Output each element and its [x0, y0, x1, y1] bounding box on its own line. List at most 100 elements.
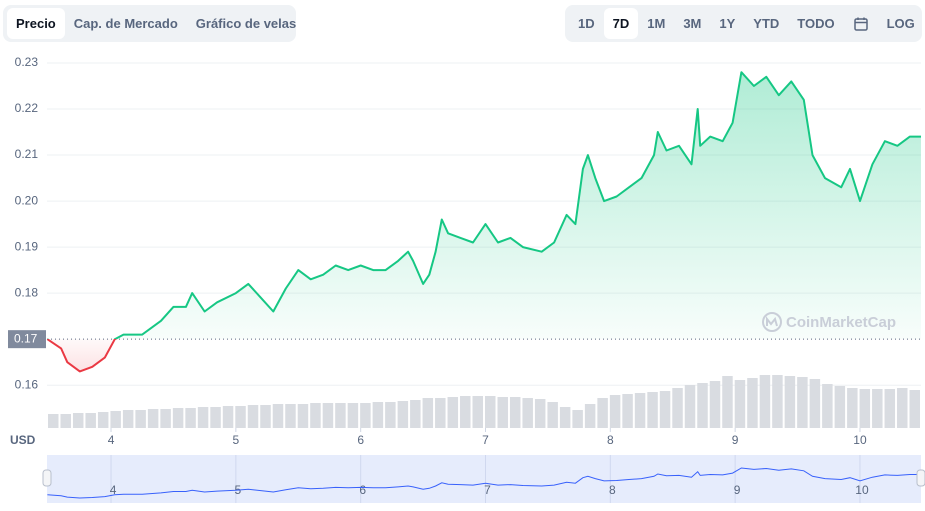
volume-bar — [534, 399, 546, 428]
volume-bar — [722, 376, 733, 428]
baseline-label-box — [8, 330, 46, 349]
volume-bar — [97, 412, 109, 428]
range-button[interactable]: 7D — [603, 8, 639, 39]
volume-bar — [360, 403, 371, 428]
calendar-button[interactable] — [844, 8, 878, 40]
volume-bar — [634, 393, 646, 428]
range-button[interactable]: 1D — [578, 16, 595, 31]
volume-bar — [260, 405, 271, 428]
volume-bar — [909, 390, 920, 428]
volume-bar — [884, 389, 896, 428]
x-tick-label: 6 — [357, 433, 364, 447]
volume-bar — [734, 380, 746, 428]
volume-bar — [509, 397, 521, 428]
volume-bar — [485, 396, 496, 428]
volume-bar — [447, 397, 459, 428]
navigator-line — [47, 467, 921, 499]
x-tick-label: 5 — [233, 433, 240, 447]
currency-label: USD — [10, 433, 36, 447]
volume-bar — [397, 401, 409, 428]
y-tick-label: 0.20 — [15, 193, 39, 207]
volume-bar — [822, 384, 833, 428]
volume-bar — [210, 407, 221, 428]
volume-bar — [784, 376, 796, 428]
volume-bar — [859, 389, 871, 428]
calendar-icon — [853, 17, 868, 31]
volume-bar — [235, 406, 246, 428]
volume-bar — [197, 407, 209, 428]
volume-bar — [497, 397, 508, 428]
volume-bar — [872, 389, 883, 428]
volume-bar — [672, 388, 683, 428]
x-tick-label: 4 — [108, 433, 115, 447]
volume-bar — [709, 381, 721, 428]
volume-bar — [697, 383, 708, 428]
volume-bar — [584, 404, 596, 428]
volume-bar — [847, 388, 858, 428]
volume-bar — [185, 408, 196, 428]
watermark-logo-mark — [766, 316, 778, 327]
volume-bar — [372, 402, 384, 428]
volume-bar — [72, 413, 84, 428]
navigator-tick-label: 8 — [609, 483, 616, 497]
volume-bar — [60, 414, 71, 428]
navigator-tick-label: 6 — [359, 483, 366, 497]
price-line — [46, 71, 921, 373]
watermark-logo — [762, 312, 782, 332]
tab[interactable]: Cap. de Mercado — [73, 16, 178, 31]
y-tick-label: 0.18 — [15, 285, 39, 299]
volume-bar — [247, 405, 259, 428]
volume-bar — [622, 394, 633, 428]
navigator-handle[interactable] — [42, 469, 52, 487]
x-tick-label: 9 — [732, 433, 739, 447]
volume-bar — [122, 410, 134, 428]
volume-bar — [659, 391, 671, 428]
volume-bar — [897, 388, 908, 428]
navigator-tick-label: 7 — [484, 483, 491, 497]
volume-bar — [759, 375, 771, 428]
x-tick-label: 8 — [607, 433, 614, 447]
navigator-tick-label: 9 — [734, 483, 741, 497]
volume-bar — [410, 400, 421, 428]
range-button[interactable]: 1M — [647, 16, 666, 31]
volume-bar — [135, 410, 146, 428]
volume-bar — [460, 396, 471, 428]
x-tick-label: 7 — [482, 433, 489, 447]
volume-bar — [834, 386, 846, 428]
range-button[interactable]: TODO — [797, 16, 835, 31]
volume-bar — [609, 395, 621, 428]
volume-bar — [684, 385, 696, 428]
volume-bar — [222, 406, 234, 428]
volume-bar — [435, 398, 446, 428]
volume-bar — [747, 378, 758, 428]
range-button[interactable]: YTD — [753, 16, 780, 31]
volume-bar — [647, 392, 658, 428]
volume-bar — [110, 411, 121, 428]
navigator-tick-label: 10 — [855, 483, 869, 497]
x-tick-label: 10 — [853, 433, 867, 447]
volume-bar — [572, 410, 583, 428]
range-button[interactable]: 1Y — [719, 16, 736, 31]
volume-bar — [559, 407, 571, 428]
y-tick-label: 0.16 — [15, 377, 39, 391]
volume-bar — [772, 375, 783, 428]
volume-bar — [809, 379, 821, 428]
volume-bar — [172, 408, 184, 428]
log-button[interactable]: LOG — [886, 16, 915, 31]
navigator-tick-label: 4 — [110, 483, 117, 497]
volume-bar — [385, 402, 396, 428]
navigator-handle[interactable] — [916, 469, 925, 487]
tab[interactable]: Gráfico de velas — [195, 16, 297, 31]
volume-bar — [472, 396, 483, 428]
tab[interactable]: Precio — [7, 8, 65, 39]
y-tick-label: 0.21 — [15, 147, 39, 161]
y-tick-label: 0.23 — [15, 55, 39, 69]
volume-bar — [422, 398, 434, 428]
range-button[interactable]: 3M — [683, 16, 702, 31]
volume-bar — [797, 377, 808, 428]
volume-bar — [285, 404, 296, 428]
volume-bar — [48, 414, 59, 428]
y-tick-label: 0.22 — [15, 101, 39, 115]
volume-bar — [272, 404, 284, 428]
